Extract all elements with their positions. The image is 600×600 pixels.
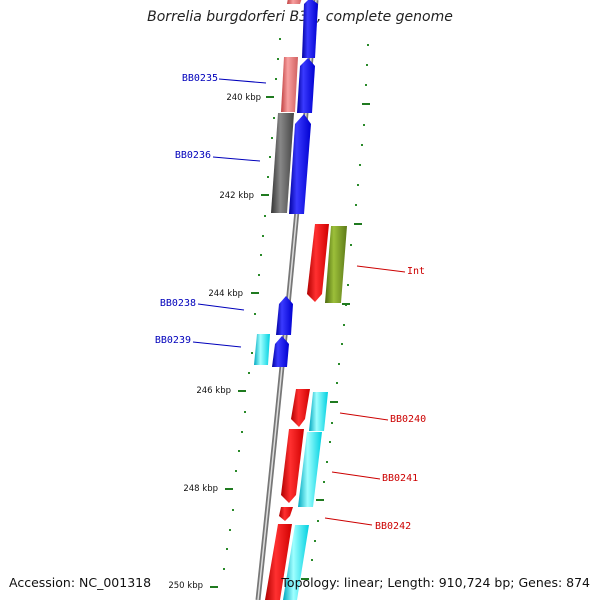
gene-feature [254,334,270,365]
tick-dots-left [223,38,281,570]
gene-feature [281,57,298,112]
tick-label: 240 kbp [226,93,261,103]
tick-label: 244 kbp [208,289,243,299]
gene-feature [287,0,302,4]
gene-feature [289,114,311,214]
accession-text: Accession: NC_001318 [9,575,152,590]
gene-feature [271,113,294,213]
tick-label: 250 kbp [168,581,203,591]
label-leaders-left [192,78,267,348]
topology-text: Topology: linear; Length: 910,724 bp; Ge… [281,575,590,590]
gene-label: BB0238 [160,298,196,309]
gene-label: BB0239 [155,335,191,346]
gene-labels-right: Int BB0240 BB0241 BB0242 [375,266,426,532]
gene-feature [283,525,309,600]
tick-label: 242 kbp [219,191,254,201]
gene-label: BB0241 [382,473,418,484]
gene-feature [298,432,322,507]
tick-label: 248 kbp [183,484,218,494]
gene-feature [272,336,289,367]
gene-labels-left: BB0235 BB0236 BB0238 BB0239 [155,73,218,346]
map-title: Borrelia burgdorferi B31, complete genom… [147,9,453,25]
gene-feature [307,224,329,302]
gene-feature [276,296,293,335]
gene-feature [279,507,293,521]
tick-label: 246 kbp [196,386,231,396]
major-ticks [210,96,370,588]
gene-feature [265,524,292,600]
gene-label: BB0236 [175,150,211,161]
gene-label: BB0240 [390,414,426,425]
gene-feature [302,0,318,58]
gene-label: Int [407,266,425,277]
gene-label: BB0235 [182,73,218,84]
gene-label: BB0242 [375,521,411,532]
gene-feature [297,58,315,113]
genes-reverse-strand [265,224,347,600]
genes-forward-strand [254,0,318,367]
gene-feature [325,226,347,303]
label-leaders-right [324,265,406,526]
tick-labels: 240 kbp 242 kbp 244 kbp 246 kbp 248 kbp … [168,93,261,591]
gene-feature [309,392,328,431]
gene-feature [281,429,304,503]
gene-feature [291,389,310,427]
